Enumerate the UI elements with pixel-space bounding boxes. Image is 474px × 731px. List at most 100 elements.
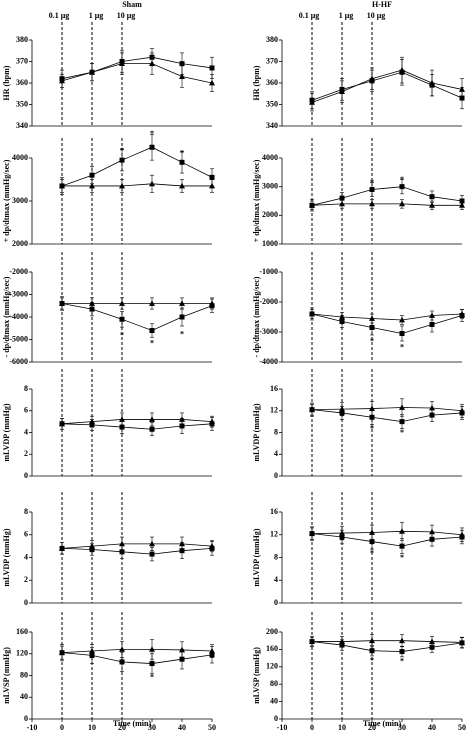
- x-axis-title: Time (min): [113, 719, 152, 728]
- y-axis-title: mLVSP (mmHg): [2, 647, 11, 704]
- y-tick-label: 2: [24, 575, 28, 584]
- marker-triangle: [429, 202, 435, 208]
- marker-square: [89, 172, 95, 178]
- y-tick-label: -1000: [259, 267, 278, 276]
- marker-square: [119, 549, 125, 555]
- y-tick-label: 12: [270, 530, 278, 539]
- series-line: [61, 56, 213, 80]
- marker-triangle: [209, 542, 215, 549]
- series-line: [61, 548, 213, 555]
- marker-square: [369, 414, 375, 420]
- marker-triangle: [209, 418, 215, 425]
- marker-triangle: [179, 73, 185, 79]
- marker-square: [149, 426, 155, 432]
- marker-square: [369, 539, 375, 545]
- marker-triangle: [309, 202, 315, 208]
- marker-triangle: [179, 646, 185, 653]
- marker-square: [369, 187, 375, 193]
- marker-triangle: [179, 300, 185, 306]
- marker-square: [369, 648, 375, 654]
- marker-triangle: [369, 200, 375, 207]
- significance-mark: *: [120, 331, 124, 340]
- series-line: [311, 71, 463, 101]
- marker-square: [119, 316, 125, 322]
- marker-triangle: [119, 60, 125, 67]
- y-axis-title: mLVDP (mmHg): [2, 528, 11, 586]
- marker-triangle: [209, 79, 215, 86]
- series-line: [61, 419, 213, 425]
- y-tick-label: 3000: [12, 196, 28, 205]
- marker-triangle: [399, 200, 405, 207]
- marker-triangle: [119, 182, 125, 189]
- marker-square: [429, 194, 435, 200]
- marker-triangle: [59, 300, 65, 306]
- marker-triangle: [59, 420, 65, 427]
- series-line: [311, 186, 463, 206]
- marker-triangle: [339, 200, 345, 207]
- dose-label: 0.1 μg: [49, 11, 70, 20]
- marker-triangle: [89, 647, 95, 654]
- y-tick-label: 380: [266, 35, 278, 44]
- series-line: [311, 69, 463, 103]
- marker-triangle: [89, 542, 95, 549]
- x-tick-label: 30: [148, 723, 156, 731]
- series-line: [312, 640, 463, 643]
- marker-triangle: [309, 310, 315, 317]
- significance-mark: *: [150, 129, 154, 138]
- y-axis-title: + dp/dtmax (mmHg/sec): [2, 159, 11, 242]
- y-tick-label: 160: [16, 627, 28, 636]
- y-tick-label: 2: [24, 449, 28, 458]
- y-tick-label: -3000: [9, 289, 28, 298]
- y-tick-label: 40: [20, 692, 28, 701]
- significance-mark: *: [400, 342, 404, 351]
- y-tick-label: 8: [274, 427, 278, 436]
- significance-mark: *: [150, 339, 154, 348]
- y-tick-label: 4: [24, 552, 28, 561]
- marker-square: [369, 325, 375, 330]
- y-tick-label: 4000: [12, 153, 28, 162]
- marker-triangle: [149, 540, 155, 547]
- y-axis-title: - dp/dtmax (mmHg/sec): [2, 276, 11, 357]
- y-axis-title: mLVDP (mmHg): [2, 403, 11, 461]
- marker-triangle: [339, 405, 345, 412]
- panel-title: Sham: [122, 0, 142, 9]
- significance-mark: *: [400, 553, 404, 562]
- y-tick-label: -6000: [9, 357, 28, 366]
- x-tick-label: 50: [208, 723, 216, 731]
- series-line: [61, 423, 213, 430]
- y-tick-label: 8: [274, 552, 278, 561]
- significance-mark: *: [370, 656, 374, 665]
- marker-triangle: [89, 69, 95, 75]
- series-line: [61, 303, 213, 331]
- marker-square: [339, 195, 345, 201]
- marker-triangle: [179, 540, 185, 547]
- marker-triangle: [369, 529, 375, 535]
- y-axis-title: mLVDP (mmHg): [252, 528, 261, 586]
- x-tick-label: -10: [27, 723, 38, 731]
- marker-triangle: [149, 180, 155, 187]
- marker-triangle: [339, 88, 345, 94]
- marker-triangle: [59, 545, 65, 551]
- series-line: [311, 313, 463, 321]
- marker-square: [179, 656, 185, 662]
- marker-triangle: [399, 316, 405, 323]
- y-tick-label: 380: [16, 35, 28, 44]
- marker-triangle: [209, 182, 215, 189]
- y-tick-label: -5000: [9, 334, 28, 343]
- y-tick-label: -4000: [9, 312, 28, 321]
- marker-triangle: [429, 79, 435, 86]
- significance-mark: *: [370, 424, 374, 433]
- series-line: [311, 407, 463, 412]
- y-tick-label: 2000: [262, 210, 278, 219]
- marker-square: [209, 65, 215, 71]
- marker-triangle: [149, 416, 155, 422]
- x-tick-label: 50: [458, 723, 466, 731]
- dose-label: 10 μg: [117, 11, 136, 20]
- y-tick-label: 80: [20, 670, 28, 679]
- y-tick-label: -2000: [9, 267, 28, 276]
- y-tick-label: 4: [24, 427, 28, 436]
- x-tick-label: 30: [398, 723, 406, 731]
- y-tick-label: -4000: [259, 357, 278, 366]
- y-tick-label: 4: [274, 575, 278, 584]
